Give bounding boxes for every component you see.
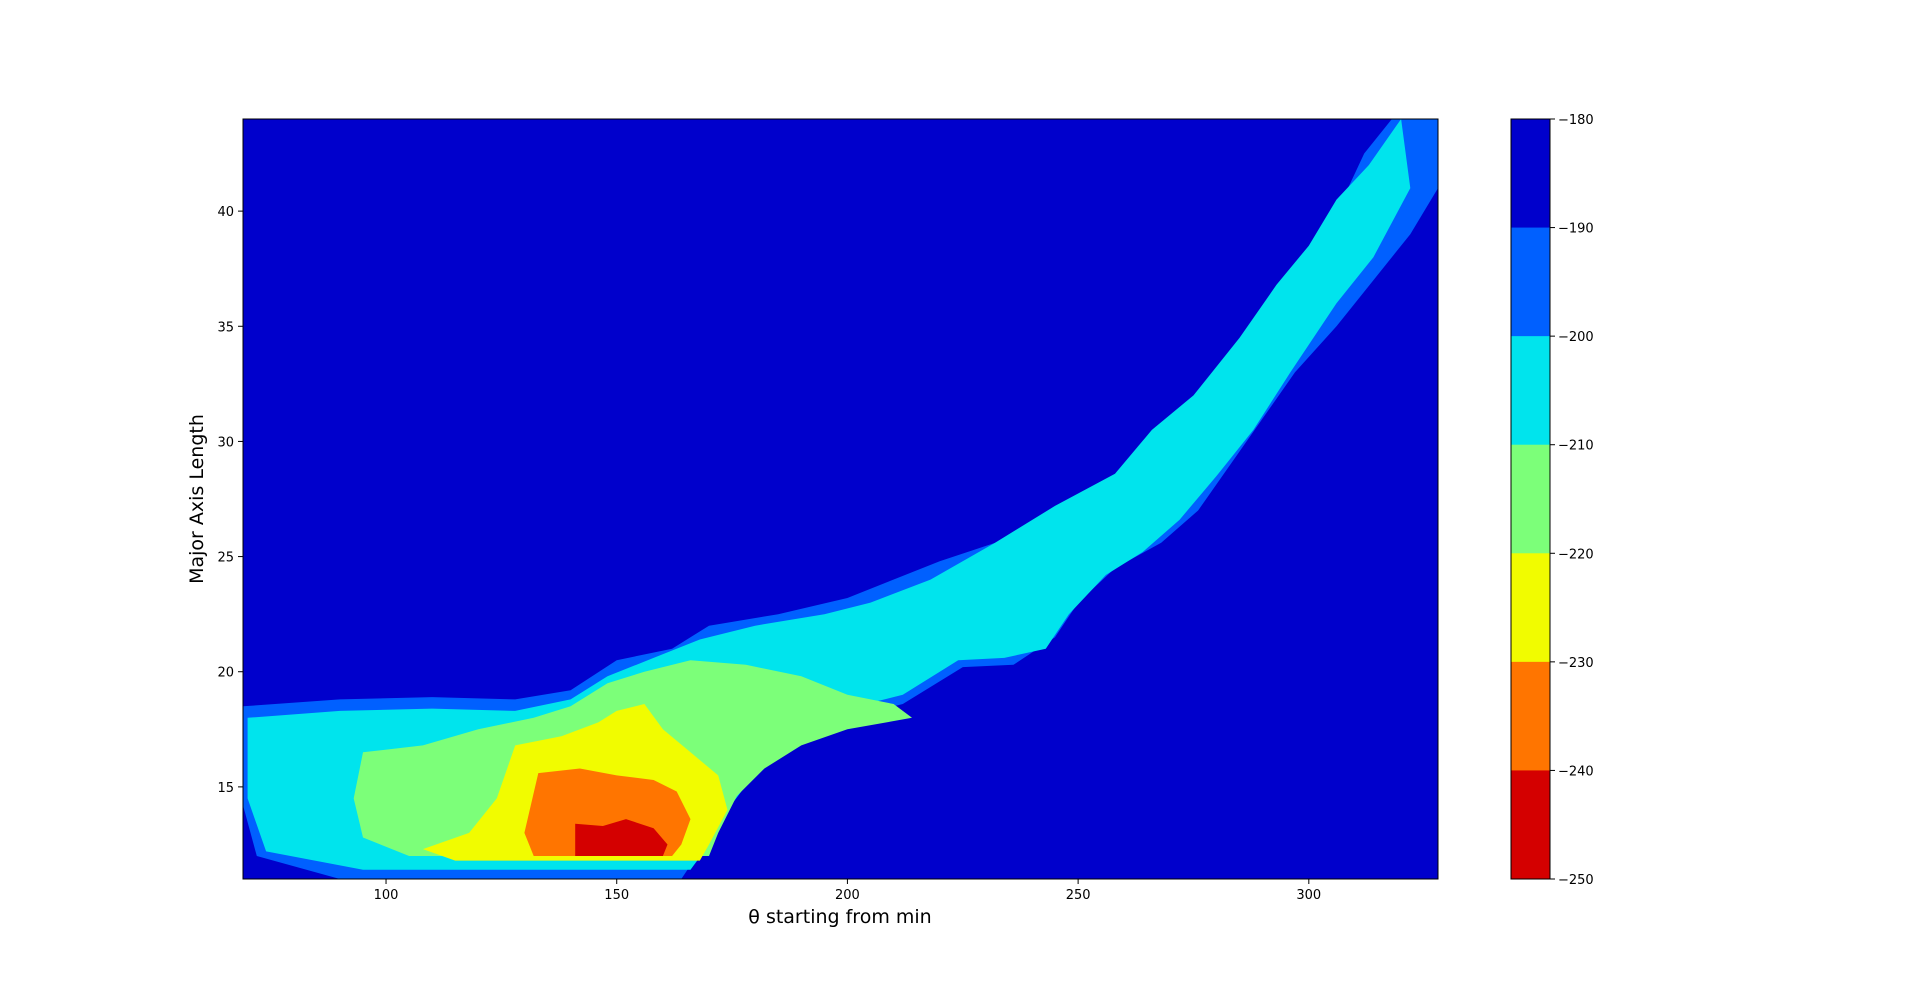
colorbar-band [1511, 336, 1550, 446]
y-axis-label: Major Axis Length [186, 414, 208, 584]
colorbar-band [1511, 119, 1550, 229]
colorbar-tick-label: −220 [1558, 547, 1594, 562]
colorbar-tick-label: −230 [1558, 656, 1594, 671]
x-axis: 100 150 200 250 300 [374, 879, 1321, 903]
x-axis-label: θ starting from min [748, 906, 931, 928]
x-tick-label: 100 [374, 888, 399, 903]
contour-layer [243, 119, 1438, 879]
y-axis: 15 20 25 30 35 40 [217, 205, 243, 796]
colorbar-band [1511, 444, 1550, 554]
colorbar-band [1511, 770, 1550, 880]
y-tick-label: 30 [217, 435, 234, 450]
y-tick-label: 40 [217, 205, 234, 220]
colorbar-tick-label: −190 [1558, 222, 1594, 237]
x-tick-label: 150 [604, 888, 629, 903]
plot-area [242, 118, 1439, 880]
colorbar-tick-label: −240 [1558, 764, 1594, 779]
contour-region-5 [575, 819, 668, 856]
colorbar-band [1511, 661, 1550, 771]
x-tick-label: 300 [1296, 888, 1321, 903]
y-tick-label: 15 [217, 781, 234, 796]
y-tick-label: 35 [217, 320, 234, 335]
colorbar: −180 −190 −200 −210 −220 −230 −240 −250 [1510, 113, 1594, 888]
y-tick-label: 25 [217, 551, 234, 566]
x-tick-label: 250 [1066, 888, 1091, 903]
colorbar-tick-label: −200 [1558, 330, 1594, 345]
x-tick-label: 200 [835, 888, 860, 903]
colorbar-frame [1510, 118, 1551, 880]
colorbar-tick-label: −180 [1558, 113, 1594, 128]
plot-frame [242, 118, 1439, 880]
colorbar-band [1511, 553, 1550, 663]
colorbar-tick-label: −210 [1558, 439, 1594, 454]
colorbar-tick-label: −250 [1558, 873, 1594, 888]
colorbar-band [1511, 227, 1550, 337]
y-tick-label: 20 [217, 666, 234, 681]
